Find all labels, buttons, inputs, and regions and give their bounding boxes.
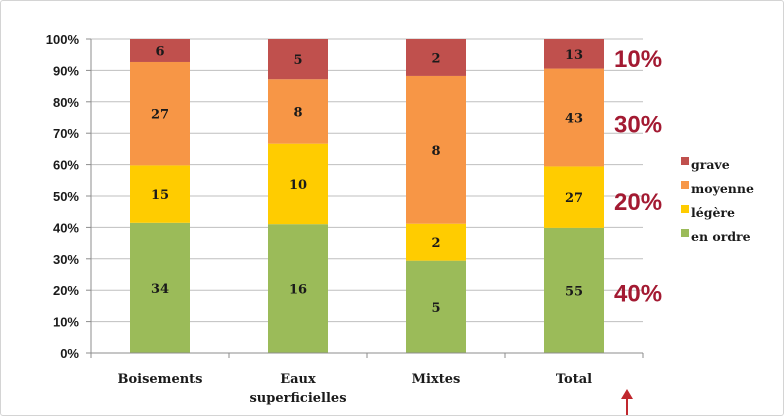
bar-segment-grave [544,39,604,69]
y-tick-label: 80% [53,95,79,110]
bar-segment-moyenne [268,79,328,144]
annotations: 10% 30% 20% 40% [614,46,662,308]
legend-swatch-moyenne [681,181,689,189]
bar-segment-grave [268,39,328,80]
bar-segment-légère [268,143,328,225]
legend-label-légère: légère [691,205,735,220]
bar-segment-en-ordre [268,224,328,353]
y-tick-label: 70% [53,126,79,141]
legend: grave moyenne légère en ordre [681,157,754,244]
bar-segment-en-ordre [406,260,466,353]
bar-value-label: 2 [431,51,440,66]
y-tick-label: 40% [53,220,79,235]
legend-swatch-légère [681,205,689,213]
y-tick-label: 90% [53,63,79,78]
bar-segment-en-ordre [544,227,604,353]
annotation-moyenne: 30% [614,112,662,139]
bar-value-label: 27 [565,191,583,206]
annotation-en-ordre: 40% [614,280,662,307]
bar-value-label: 43 [565,112,583,127]
x-category-label: Total [556,372,592,387]
bar-value-label: 2 [431,236,440,251]
x-category-label: Eaux superficielles [249,372,346,406]
bar-value-label: 34 [151,282,169,297]
bar-value-label: 16 [289,283,307,298]
bar-segment-grave [130,39,190,62]
y-tick-label: 20% [53,283,79,298]
y-tick-label: 10% [53,315,79,330]
bar-value-label: 5 [431,301,440,316]
x-category-label: Boisements [118,372,203,387]
y-tick-label: 60% [53,158,79,173]
bar-value-label: 8 [431,144,440,159]
legend-label-en-ordre: en ordre [691,229,751,244]
annotation-légère: 20% [614,189,662,216]
y-axis-ticks: 0% 10% 20% 30% 40% 50% 60% 70% 80% 90% 100% [46,32,91,361]
bar-value-label: 27 [151,108,169,123]
bar-value-label: 55 [565,284,583,299]
bar-segment-légère [544,166,604,228]
bar-segment-moyenne [130,61,190,166]
x-category-label: Mixtes [412,372,461,387]
legend-label-moyenne: moyenne [691,181,754,196]
bar-value-label: 15 [151,188,169,203]
bar-segment-en-ordre [130,222,190,353]
legend-swatch-grave [681,157,689,165]
y-tick-label: 100% [46,32,80,47]
x-axis-ticks: Boisements Eaux superficielles Mixtes Total [90,353,644,406]
bar-segment-légère [130,165,190,223]
bar-segment-moyenne [544,68,604,167]
legend-swatch-en-ordre [681,229,689,237]
y-tick-label: 30% [53,252,79,267]
bar-value-label: 10 [289,178,307,193]
bar-value-label: 6 [155,44,164,59]
bar-segment-grave [406,39,466,76]
y-tick-label: 0% [60,346,79,361]
legend-label-grave: grave [691,157,730,172]
bar-segment-moyenne [406,75,466,224]
red-arrow-icon [621,389,633,415]
bar-value-label: 8 [293,105,302,120]
annotation-grave: 10% [614,46,662,73]
bar-value-label: 13 [565,48,583,63]
bar-value-label: 5 [293,53,302,68]
y-tick-label: 50% [53,189,79,204]
bar-segment-légère [406,223,466,261]
